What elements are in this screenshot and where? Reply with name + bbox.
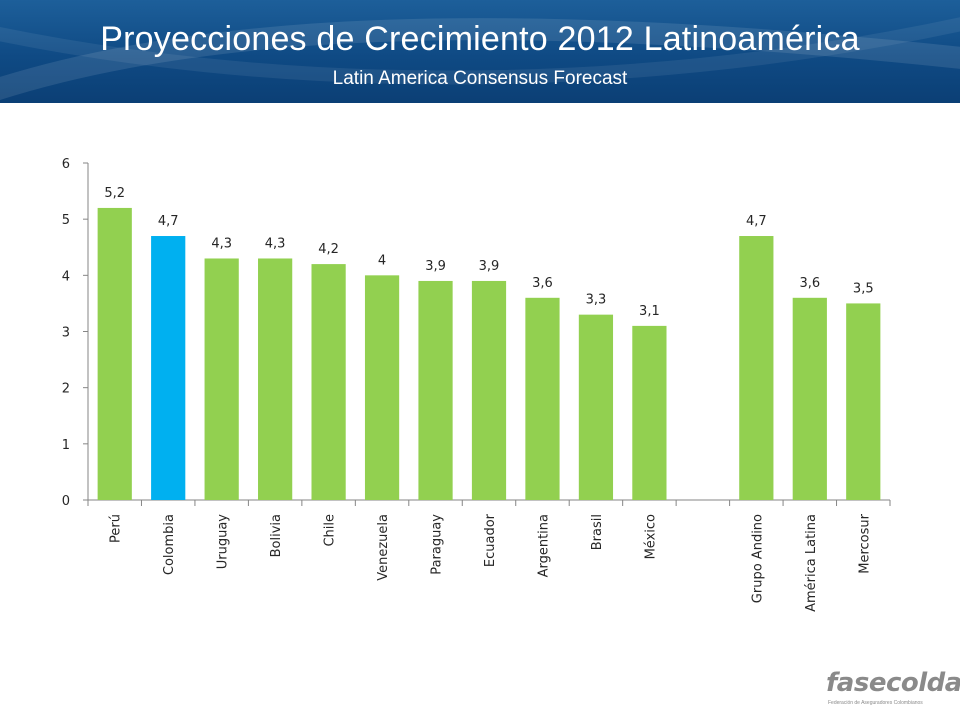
y-tick-label: 3	[62, 326, 70, 341]
bar-7	[471, 280, 507, 500]
data-label: 4,3	[211, 236, 232, 251]
x-tick-label: Paraguay	[430, 514, 445, 575]
x-tick-label: Chile	[323, 514, 338, 547]
header-swoosh-decoration	[0, 17, 960, 101]
data-label: 4	[378, 253, 386, 268]
data-label: 3,5	[853, 281, 874, 296]
data-label: 3,9	[425, 259, 446, 274]
data-label: 3,1	[639, 304, 660, 319]
y-tick-label: 1	[62, 438, 70, 453]
x-tick-label: Bolivia	[269, 514, 284, 557]
data-label: 5,2	[104, 186, 125, 201]
y-tick-label: 0	[62, 494, 70, 509]
x-tick-label: América Latina	[804, 514, 819, 612]
page-title: Proyecciones de Crecimiento 2012 Latinoa…	[100, 20, 860, 58]
bar-8	[525, 297, 560, 500]
bar-3	[258, 258, 293, 500]
data-label: 4,3	[265, 236, 286, 251]
page-subtitle: Latin America Consensus Forecast	[332, 68, 628, 89]
x-tick-label: Colombia	[162, 514, 177, 575]
y-tick-label: 4	[62, 269, 70, 284]
y-tick-label: 5	[62, 213, 70, 228]
data-label: 3,6	[799, 276, 820, 291]
x-tick-label: Uruguay	[216, 514, 231, 570]
x-tick-label: Ecuador	[483, 513, 498, 567]
data-label: 4,7	[158, 214, 179, 229]
x-tick-label: Argentina	[536, 514, 551, 577]
bar-5	[364, 275, 400, 500]
bar-1	[151, 236, 186, 500]
bar-4	[311, 264, 346, 500]
data-label: 4,7	[746, 214, 767, 229]
x-tick-label: Grupo Andino	[750, 514, 765, 603]
data-label: 3,6	[532, 276, 553, 291]
x-tick-label: Venezuela	[376, 514, 391, 581]
x-tick-label: Perú	[109, 514, 124, 543]
bar-10	[632, 325, 667, 500]
bar-6	[418, 280, 453, 500]
bar-13	[792, 297, 827, 500]
bar-12	[739, 236, 774, 500]
y-tick-label: 6	[62, 157, 70, 172]
data-label: 3,3	[586, 293, 607, 308]
header-banner: Proyecciones de Crecimiento 2012 Latinoa…	[0, 0, 960, 103]
logo-wordmark: fasecolda	[826, 668, 960, 698]
fasecolda-logo: fasecolda Federación de Aseguradores Col…	[826, 668, 960, 708]
bar-0	[97, 207, 132, 500]
data-label: 4,2	[318, 242, 339, 257]
logo-tagline: Federación de Aseguradores Colombianos	[828, 700, 923, 706]
x-tick-label: Brasil	[590, 514, 605, 550]
bar-2	[204, 258, 239, 500]
x-tick-label: México	[643, 514, 658, 559]
bar-9	[578, 314, 614, 500]
data-label: 3,9	[479, 259, 500, 274]
x-tick-label: Mercosur	[857, 513, 872, 573]
y-tick-label: 2	[62, 382, 70, 397]
bar-14	[846, 303, 881, 500]
